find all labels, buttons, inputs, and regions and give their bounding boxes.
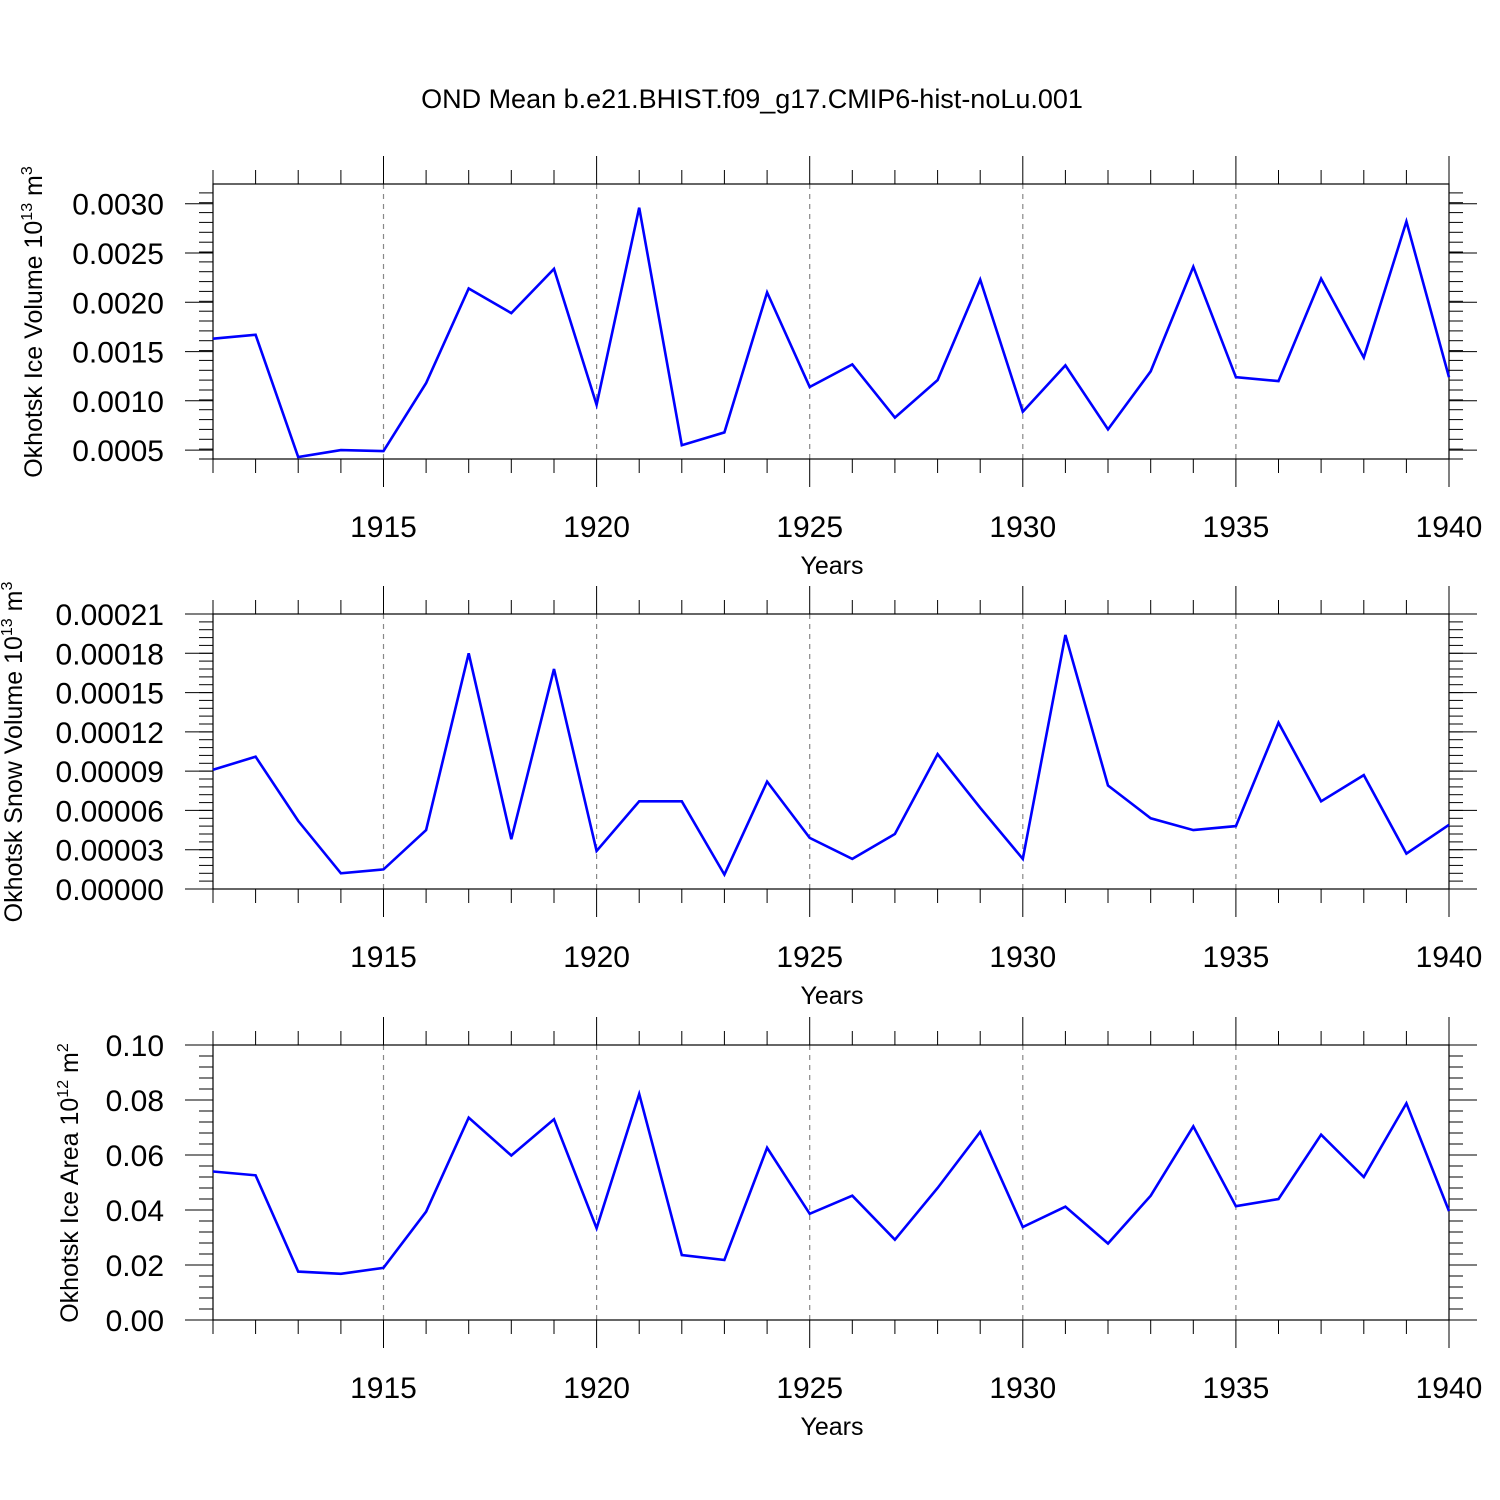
ice-area-series-line [212,1089,1451,1276]
ice-volume-ytick-label: 0.0020 [72,287,164,320]
ice-area-xtick-label: 1930 [989,1372,1056,1405]
ice-volume-ytick-label: 0.0030 [72,189,164,222]
ice-volume-xtick-label: 1935 [1203,511,1270,544]
ice-area-panel: Okhotsk Ice Area 1012 m2 Years 1915 1920 1… [55,1017,1482,1441]
chart-title: OND Mean b.e21.BHIST.f09_g17.CMIP6-hist-… [421,84,1083,114]
ice-area-xtick-label: 1920 [563,1372,630,1405]
ice-volume-xlabel: Years [800,552,863,580]
ice-area-ytick-label: 0.06 [106,1140,164,1173]
snow-volume-ytick-label: 0.00009 [56,756,164,789]
snow-volume-xtick-label: 1930 [989,941,1056,974]
ice-volume-xtick-label: 1930 [989,511,1056,544]
snow-volume-xlabel: Years [800,982,863,1010]
ice-volume-xtick-label: 1925 [776,511,843,544]
ice-area-xlabel: Years [800,1413,863,1441]
snow-volume-xtick-label: 1920 [563,941,630,974]
snow-volume-xtick-label: 1935 [1203,941,1270,974]
ice-volume-series-line [212,207,1451,459]
snow-volume-ytick-label: 0.00021 [56,599,164,632]
snow-volume-ytick-label: 0.00000 [56,874,164,907]
ice-volume-ytick-label: 0.0010 [72,386,164,419]
ice-volume-ytick-label: 0.0015 [72,337,164,370]
ice-volume-xtick-label: 1920 [563,511,630,544]
ice-area-xtick-label: 1915 [350,1372,417,1405]
snow-volume-ytick-label: 0.00012 [56,717,164,750]
ice-area-plot-frame [212,1044,1450,1321]
snow-volume-xtick-label: 1915 [350,941,417,974]
snow-volume-series-line [212,634,1450,878]
ice-area-ytick-label: 0.04 [106,1195,164,1228]
ice-area-xtick-label: 1935 [1203,1372,1270,1405]
ice-volume-xtick-label: 1915 [350,511,417,544]
snow-volume-xtick-label: 1925 [776,941,843,974]
ice-volume-xtick-label: 1940 [1416,511,1483,544]
snow-volume-ytick-label: 0.00018 [56,638,164,671]
snow-volume-xtick-label: 1940 [1416,941,1483,974]
ice-volume-panel: Okhotsk Ice Volume 1013 m3 Years 1915 192… [19,156,1482,580]
ice-area-ytick-label: 0.00 [106,1305,164,1338]
ice-area-ytick-label: 0.02 [106,1250,164,1283]
snow-volume-plot-frame [212,613,1450,890]
ice-volume-ylabel: Okhotsk Ice Volume 1013 m3 [19,166,48,478]
ice-area-ytick-label: 0.10 [106,1030,164,1063]
ice-area-ylabel: Okhotsk Ice Area 1012 m2 [55,1043,84,1323]
ice-area-xtick-label: 1925 [776,1372,843,1405]
ice-volume-ytick-label: 0.0025 [72,238,164,271]
snow-volume-ytick-label: 0.00015 [56,678,164,711]
snow-volume-ytick-label: 0.00006 [56,795,164,828]
snow-volume-panel: Okhotsk Snow Volume 1013 m3 Years 1915 19… [0,582,1482,1010]
ice-area-xtick-label: 1940 [1416,1372,1483,1405]
ice-area-ytick-label: 0.08 [106,1085,164,1118]
ice-volume-ytick-label: 0.0005 [72,435,164,468]
snow-volume-ytick-label: 0.00003 [56,835,164,868]
snow-volume-ylabel: Okhotsk Snow Volume 1013 m3 [0,582,28,923]
